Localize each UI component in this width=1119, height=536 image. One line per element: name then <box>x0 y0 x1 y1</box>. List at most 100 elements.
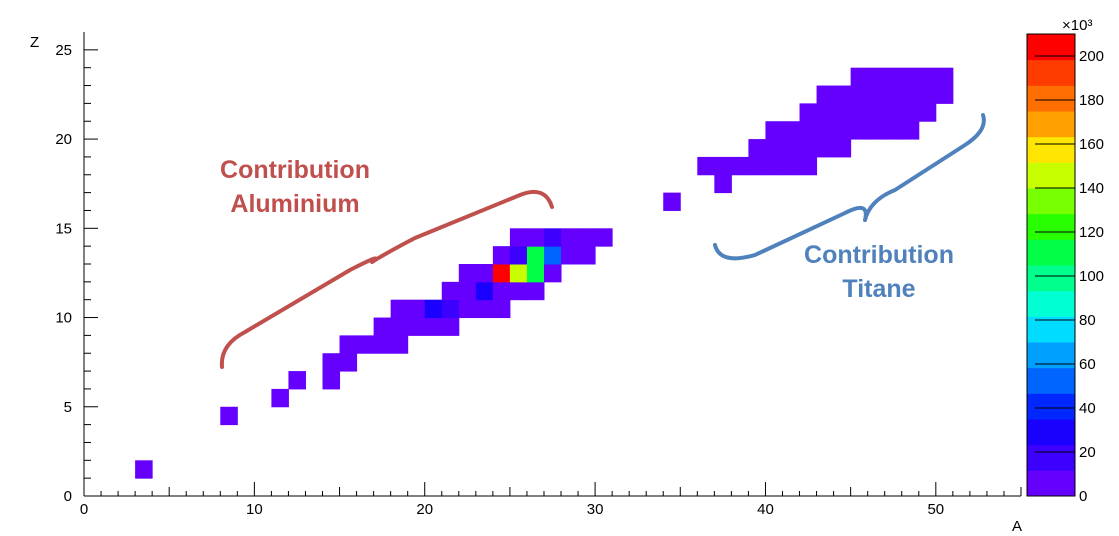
colorbar-segment <box>1027 291 1075 317</box>
heatmap-cell <box>391 335 409 353</box>
colorbar-segment <box>1027 85 1075 111</box>
heatmap-cell <box>851 103 869 121</box>
heatmap-cell <box>476 264 494 282</box>
colorbar-segment <box>1027 419 1075 445</box>
heatmap-cell <box>800 157 818 175</box>
heatmap-cell <box>288 371 306 389</box>
colorbar-tick-label: 120 <box>1079 224 1104 241</box>
heatmap-cell <box>834 86 852 104</box>
heatmap-cell <box>357 335 375 353</box>
heatmap-cell <box>544 246 562 264</box>
y-axis-label: Z <box>30 34 39 51</box>
heatmap-cell <box>765 121 783 139</box>
heatmap-cell <box>765 139 783 157</box>
colorbar-segment <box>1027 445 1075 471</box>
heatmap-cell <box>817 86 835 104</box>
heatmap-cell <box>510 264 528 282</box>
aluminium-label-line2: Aluminium <box>230 190 359 218</box>
heatmap-cell <box>748 139 766 157</box>
heatmap-cell <box>340 353 358 371</box>
heatmap-cell <box>851 121 869 139</box>
colorbar-tick-label: 40 <box>1079 400 1096 417</box>
x-axis-label: A <box>1012 518 1022 535</box>
y-tick-label: 15 <box>55 220 72 237</box>
y-tick-label: 0 <box>64 488 72 505</box>
heatmap-cell <box>578 228 596 246</box>
heatmap-cell <box>493 282 511 300</box>
x-tick-label: 20 <box>416 501 433 518</box>
heatmap-cell <box>765 157 783 175</box>
heatmap-cells <box>135 68 953 479</box>
heatmap-cell <box>868 121 886 139</box>
heatmap-cell <box>817 121 835 139</box>
heatmap-cell <box>800 121 818 139</box>
heatmap-cell <box>323 371 341 389</box>
heatmap-cell <box>697 157 715 175</box>
heatmap-cell <box>425 300 443 318</box>
heatmap-cell <box>800 139 818 157</box>
heatmap-cell <box>902 68 920 86</box>
colorbar: 0 20 40 60 80 100 120 140 160 180 200 <box>1027 34 1104 505</box>
heatmap-cell <box>340 335 358 353</box>
heatmap-cell <box>595 228 613 246</box>
heatmap-cell <box>868 103 886 121</box>
heatmap-cell <box>936 86 954 104</box>
heatmap-cell <box>510 282 528 300</box>
heatmap-cell <box>663 193 681 211</box>
colorbar-segment <box>1027 214 1075 240</box>
heatmap-cell <box>459 282 477 300</box>
heatmap-cell <box>561 228 579 246</box>
heatmap-cell <box>374 318 392 336</box>
heatmap-cell <box>834 139 852 157</box>
heatmap-cell <box>544 264 562 282</box>
heatmap-cell <box>459 300 477 318</box>
titane-label-line1: Contribution <box>804 241 954 269</box>
heatmap-cell <box>476 300 494 318</box>
heatmap-cell <box>493 300 511 318</box>
heatmap-cell <box>748 157 766 175</box>
heatmap-cell <box>527 246 545 264</box>
heatmap-cell <box>834 103 852 121</box>
heatmap-cell <box>527 282 545 300</box>
heatmap-cell <box>408 300 426 318</box>
colorbar-segment <box>1027 470 1075 496</box>
heatmap-cell <box>271 389 289 407</box>
heatmap-cell <box>561 246 579 264</box>
heatmap-cell <box>544 228 562 246</box>
colorbar-segment <box>1027 111 1075 137</box>
x-tick-label: 30 <box>587 501 604 518</box>
heatmap-cell <box>902 103 920 121</box>
heatmap-cell <box>885 86 903 104</box>
colorbar-segment <box>1027 137 1075 163</box>
heatmap-cell <box>834 121 852 139</box>
heatmap-cell <box>800 103 818 121</box>
heatmap-cell <box>714 157 732 175</box>
heatmap-cell <box>902 86 920 104</box>
heatmap-cell <box>885 121 903 139</box>
heatmap-cell <box>851 68 869 86</box>
heatmap-cell <box>391 318 409 336</box>
heatmap-cell <box>782 121 800 139</box>
heatmap-cell <box>527 264 545 282</box>
heatmap-cell <box>425 318 443 336</box>
heatmap-cell <box>459 264 477 282</box>
colorbar-segment <box>1027 393 1075 419</box>
heatmap-cell <box>442 318 460 336</box>
colorbar-segment <box>1027 188 1075 214</box>
heatmap-cell <box>323 353 341 371</box>
colorbar-tick-label: 0 <box>1079 488 1087 505</box>
colorbar-segment <box>1027 162 1075 188</box>
heatmap-cell <box>578 246 596 264</box>
heatmap-cell <box>374 335 392 353</box>
y-tick-label: 10 <box>55 310 72 327</box>
colorbar-segment <box>1027 60 1075 86</box>
x-tick-label: 40 <box>757 501 774 518</box>
x-tick-label: 50 <box>927 501 944 518</box>
heatmap-cell <box>817 103 835 121</box>
heatmap-cell <box>510 246 528 264</box>
colorbar-tick-label: 200 <box>1079 48 1104 65</box>
colorbar-tick-label: 20 <box>1079 444 1096 461</box>
heatmap-cell <box>135 460 153 478</box>
heatmap-cell <box>442 282 460 300</box>
